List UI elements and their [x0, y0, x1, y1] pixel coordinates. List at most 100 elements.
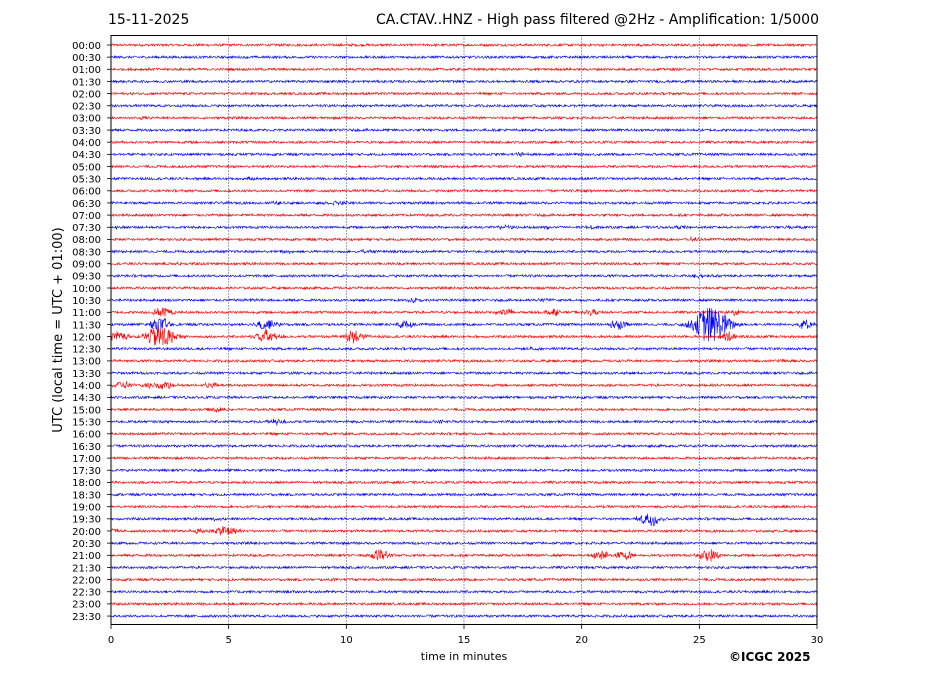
- trace-row-1100: [110, 307, 818, 317]
- row-label-0730: 07:30: [72, 223, 101, 234]
- row-label-0900: 09:00: [72, 260, 101, 271]
- row-label-0030: 00:30: [72, 53, 101, 64]
- trace-row-1900: [110, 504, 818, 510]
- row-label-1800: 18:00: [72, 478, 101, 489]
- trace-row-1330: [110, 370, 818, 376]
- row-label-1000: 10:00: [72, 284, 101, 295]
- row-label-2330: 23:30: [72, 612, 101, 623]
- row-label-1400: 14:00: [72, 381, 101, 392]
- x-axis-label: time in minutes: [421, 650, 508, 663]
- row-label-2100: 21:00: [72, 551, 101, 562]
- row-label-0800: 08:00: [72, 235, 101, 246]
- row-label-1530: 15:30: [72, 417, 101, 428]
- x-tick-label-0: 0: [108, 635, 114, 646]
- row-label-2000: 20:00: [72, 527, 101, 538]
- trace-row-0500: [110, 164, 818, 169]
- row-label-0100: 01:00: [72, 65, 101, 76]
- trace-row-0030: [110, 54, 818, 60]
- trace-row-0630: [110, 200, 818, 207]
- trace-row-1230: [110, 346, 818, 352]
- trace-row-0700: [110, 212, 818, 218]
- trace-row-0200: [110, 91, 818, 96]
- row-label-1830: 18:30: [72, 490, 101, 501]
- row-label-0000: 00:00: [72, 41, 101, 52]
- trace-row-1300: [110, 358, 818, 364]
- plot-date: 15-11-2025: [108, 12, 190, 28]
- trace-row-1700: [110, 455, 818, 461]
- row-label-2230: 22:30: [72, 588, 101, 599]
- x-tick-label-20: 20: [575, 635, 588, 646]
- trace-row-1430: [110, 394, 818, 400]
- row-label-1330: 13:30: [72, 369, 101, 380]
- row-label-0230: 02:30: [72, 102, 101, 113]
- trace-row-1800: [110, 480, 818, 485]
- trace-row-2330: [110, 613, 818, 619]
- trace-row-2230: [110, 589, 818, 595]
- row-label-0330: 03:30: [72, 126, 101, 137]
- x-tick-label-10: 10: [340, 635, 353, 646]
- trace-row-1000: [110, 285, 818, 291]
- trace-row-1830: [110, 492, 818, 497]
- x-tick-label-30: 30: [811, 635, 824, 646]
- x-tick-label-5: 5: [225, 635, 231, 646]
- plot-frame: [110, 35, 818, 625]
- row-label-1500: 15:00: [72, 405, 101, 416]
- trace-row-1600: [110, 431, 818, 437]
- trace-row-2000: [110, 526, 818, 536]
- row-label-1730: 17:30: [72, 466, 101, 477]
- row-label-1130: 11:30: [72, 320, 101, 331]
- row-label-1200: 12:00: [72, 332, 101, 343]
- trace-row-0930: [110, 273, 818, 279]
- row-label-1100: 11:00: [72, 308, 101, 319]
- row-label-0300: 03:00: [72, 114, 101, 125]
- row-label-0530: 05:30: [72, 174, 101, 185]
- trace-row-0530: [110, 176, 818, 182]
- row-label-2300: 23:00: [72, 600, 101, 611]
- trace-row-1530: [110, 418, 818, 426]
- trace-row-0000: [110, 42, 818, 48]
- trace-row-0730: [110, 224, 818, 231]
- trace-row-2130: [110, 565, 818, 570]
- trace-row-2030: [110, 540, 818, 546]
- trace-row-1130: [110, 307, 818, 342]
- row-label-1700: 17:00: [72, 454, 101, 465]
- row-label-0930: 09:30: [72, 272, 101, 283]
- trace-row-0130: [110, 79, 818, 84]
- vertical-gridlines: [228, 35, 700, 625]
- trace-row-1200: [110, 326, 818, 346]
- row-label-1930: 19:30: [72, 515, 101, 526]
- plot-title: CA.CTAV..HNZ - High pass filtered @2Hz -…: [376, 12, 819, 28]
- trace-row-1930: [110, 513, 818, 527]
- row-label-0500: 05:00: [72, 162, 101, 173]
- seismic-traces: [110, 42, 818, 619]
- trace-row-0830: [110, 248, 818, 255]
- trace-row-0400: [110, 139, 818, 145]
- row-label-1630: 16:30: [72, 442, 101, 453]
- row-label-0400: 04:00: [72, 138, 101, 149]
- trace-row-2100: [110, 549, 818, 562]
- trace-row-1030: [110, 297, 818, 304]
- row-label-1030: 10:30: [72, 296, 101, 307]
- row-label-0700: 07:00: [72, 211, 101, 222]
- row-label-1600: 16:00: [72, 430, 101, 441]
- trace-row-0230: [110, 103, 818, 109]
- row-label-1430: 14:30: [72, 393, 101, 404]
- x-tick-labels: 0 5 10 15 20 25 30: [108, 624, 824, 646]
- row-label-0430: 04:30: [72, 150, 101, 161]
- row-label-1300: 13:00: [72, 357, 101, 368]
- trace-row-0800: [110, 235, 818, 243]
- trace-row-0330: [110, 127, 818, 133]
- row-label-0200: 02:00: [72, 89, 101, 100]
- trace-row-0600: [110, 188, 818, 194]
- row-label-2200: 22:00: [72, 575, 101, 586]
- trace-row-2200: [110, 577, 818, 583]
- x-tick-label-25: 25: [693, 635, 706, 646]
- trace-row-0900: [110, 261, 818, 267]
- copyright-credit: ©ICGC 2025: [729, 650, 811, 664]
- trace-row-1400: [110, 381, 818, 390]
- row-label-0600: 06:00: [72, 187, 101, 198]
- row-label-2030: 20:30: [72, 539, 101, 550]
- row-label-0630: 06:30: [72, 199, 101, 210]
